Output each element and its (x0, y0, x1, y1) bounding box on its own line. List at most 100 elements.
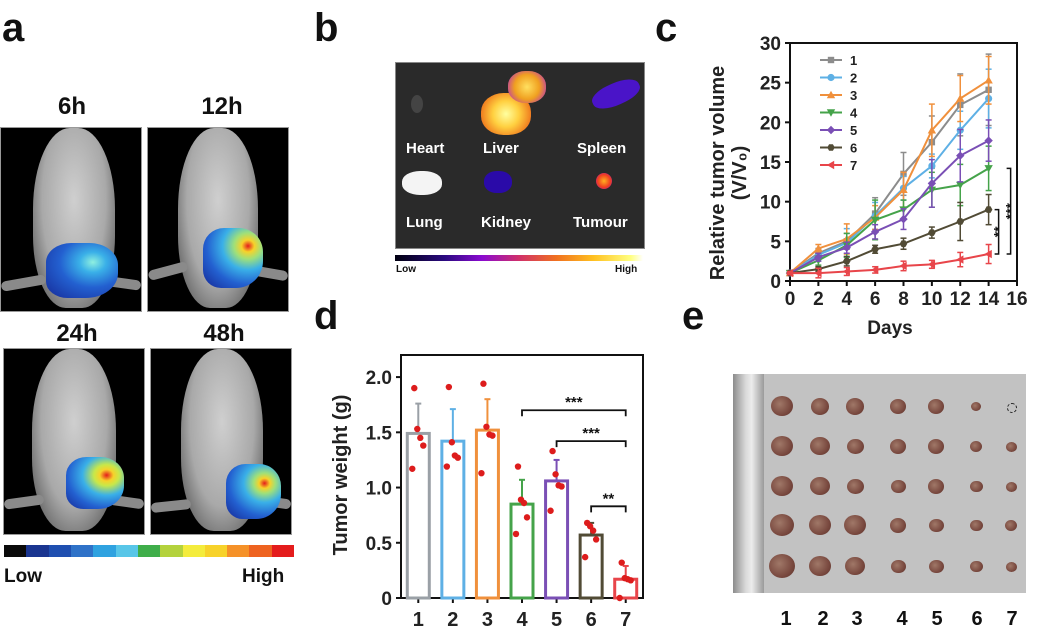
panel-label-d: d (314, 294, 339, 338)
organ-label-lung: Lung (406, 214, 443, 231)
organ-spleen (588, 73, 644, 115)
x-tick-label: 3 (482, 609, 493, 631)
series-line-2 (789, 97, 990, 274)
legend-label: 5 (850, 123, 857, 138)
data-point (558, 483, 565, 490)
tumor-sample (970, 441, 982, 453)
legend-marker (827, 73, 835, 82)
series-1 (786, 53, 992, 277)
colorbar-segment (48, 545, 71, 557)
tumor-sample (844, 515, 866, 536)
mouse-image-12h (147, 127, 289, 312)
tumor-sample (810, 477, 830, 496)
timepoint-label-48h: 48h (203, 320, 245, 347)
mouse-leg (151, 498, 192, 514)
colorbar-segment (160, 545, 183, 557)
legend-label: 7 (850, 158, 857, 173)
x-tick-label: 4 (516, 609, 528, 631)
series-3 (785, 55, 993, 277)
tumor-sample (890, 518, 906, 533)
data-point (785, 268, 794, 278)
significance-label: *** (582, 425, 600, 442)
tumor-sample (771, 396, 793, 417)
tumor-sample (928, 559, 944, 574)
data-point (618, 559, 625, 566)
bar (405, 431, 431, 600)
tumor-sample (809, 515, 831, 536)
significance-bracket (521, 409, 627, 417)
data-point (417, 434, 424, 442)
data-point (927, 260, 936, 269)
legend-item-7: 7 (820, 158, 857, 173)
fluorescence-signal (226, 464, 281, 519)
data-point (420, 442, 427, 449)
x-tick-label: 2 (447, 609, 458, 631)
y-tick-label: 5 (770, 232, 781, 253)
data-point (616, 594, 623, 602)
fluorescence-signal (66, 457, 124, 509)
colorbar-segment (93, 545, 116, 557)
x-tick-label: 4 (841, 289, 852, 310)
chart-c-xlabel: Days (867, 318, 912, 339)
timepoint-label-6h: 6h (57, 93, 86, 120)
organ-liver (508, 71, 546, 103)
significance-label: ** (603, 490, 615, 507)
tumor-sample (1005, 520, 1017, 532)
bar-group-7 (613, 559, 639, 602)
colorbar-segment (115, 545, 138, 557)
data-point (414, 425, 421, 433)
mouse-leg (1, 274, 47, 292)
tumor-photo (733, 374, 1026, 593)
legend-marker (827, 56, 835, 64)
legend-label: 3 (850, 88, 857, 103)
colorbar-b (395, 255, 643, 261)
x-tick-label: 1 (413, 609, 424, 631)
mouse-image-48h (150, 348, 292, 535)
legend-item-4: 4 (820, 106, 858, 121)
colorbar-segment (204, 545, 228, 557)
x-tick-label: 14 (978, 289, 1000, 310)
legend-label: 2 (850, 71, 857, 86)
colorbar-segment (137, 545, 161, 557)
series-5 (785, 119, 993, 278)
colorbar-b-low-label: Low (396, 264, 416, 275)
panel-label-a: a (2, 6, 25, 50)
data-point (552, 471, 559, 478)
y-tick-label: 25 (760, 74, 782, 95)
chart-d: Tumor weight (g) 0 0.5 1.0 1.5 2.0 1 2 3 4 5 6 7 **… (330, 354, 644, 631)
organ-label-kidney: Kidney (481, 214, 532, 231)
colorbar-segment (249, 545, 272, 557)
tumor-sample (809, 556, 831, 577)
data-point (483, 423, 490, 430)
tumor-sample (771, 476, 793, 497)
significance-label: *** (565, 394, 583, 411)
tumor-sample (969, 519, 983, 532)
data-point (956, 94, 965, 102)
data-point (842, 267, 850, 276)
y-tick-label: 2.0 (366, 368, 392, 389)
data-point (928, 229, 936, 236)
organ-heart (411, 95, 423, 113)
tumor-sample (928, 518, 944, 533)
x-tick-label: 0 (785, 289, 796, 310)
chart-d-ylabel: Tumor weight (g) (330, 395, 352, 556)
y-tick-label: 0 (381, 589, 392, 610)
timepoint-label-12h: 12h (201, 93, 243, 120)
bar (474, 428, 500, 600)
data-point (592, 536, 600, 543)
significance-label: *** (1003, 202, 1019, 219)
data-point (549, 447, 556, 455)
tumor-sample (971, 402, 981, 412)
organ-label-heart: Heart (406, 140, 445, 157)
significance-bracket (590, 505, 627, 513)
tumor-sample (969, 480, 983, 493)
bar (578, 533, 604, 600)
organ-label-spleen: Spleen (577, 140, 627, 157)
colorbar-segment (26, 545, 49, 557)
series-line-4 (789, 167, 990, 274)
tumor-sample (846, 438, 864, 455)
mouse-image-6h (0, 127, 142, 312)
timepoint-label-24h: 24h (56, 320, 98, 347)
data-point (411, 384, 418, 392)
